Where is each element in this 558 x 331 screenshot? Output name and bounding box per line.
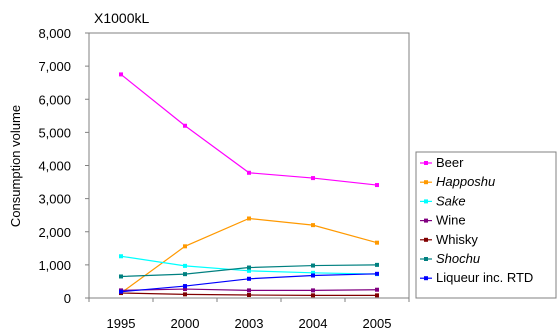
legend-item: Liqueur inc. RTD <box>420 270 533 285</box>
data-point <box>247 276 251 281</box>
legend-item: Sake <box>420 193 466 208</box>
x-tick-label: 1995 <box>107 316 136 331</box>
data-point <box>247 170 251 175</box>
y-tick-label: 2,000 <box>38 225 71 240</box>
y-tick-label: 1,000 <box>38 258 71 273</box>
legend-item: Beer <box>420 155 464 170</box>
data-point <box>183 244 187 249</box>
data-point <box>183 272 187 277</box>
legend-label: Sake <box>436 193 466 208</box>
legend: Beer Happoshu Sake Wine Whisky Shochu Liqueur … <box>415 151 557 299</box>
data-point <box>183 284 187 289</box>
x-tick-label: 2005 <box>363 316 392 331</box>
data-point <box>183 123 187 128</box>
data-point <box>247 265 251 270</box>
legend-item: Whisky <box>420 232 478 247</box>
y-tick-label: 7,000 <box>38 59 71 74</box>
legend-item: Shochu <box>420 251 480 266</box>
data-point <box>247 293 251 298</box>
data-point <box>183 292 187 297</box>
legend-label: Happoshu <box>436 174 495 189</box>
legend-marker <box>424 257 428 261</box>
series-line-happoshu <box>120 217 378 294</box>
series-layer <box>119 72 379 298</box>
data-point <box>247 216 251 221</box>
series-line-beer <box>120 73 378 186</box>
legend-marker <box>424 199 428 204</box>
data-point <box>375 262 379 267</box>
legend-label: Beer <box>436 155 464 170</box>
data-point <box>375 293 379 298</box>
series-shochu <box>119 262 379 279</box>
series-happoshu <box>119 216 379 296</box>
unit-label: X1000kL <box>94 10 149 26</box>
legend-label: Shochu <box>436 251 480 266</box>
x-axis: 1995 2000 2003 2004 2005 <box>88 298 410 331</box>
legend-item: Happoshu <box>420 174 495 189</box>
data-point <box>183 263 187 268</box>
data-point <box>119 274 123 279</box>
legend-marker <box>424 180 428 185</box>
legend-box <box>415 151 557 299</box>
legend-label: Wine <box>436 213 466 228</box>
y-tick-label: 4,000 <box>38 159 71 174</box>
data-point <box>183 287 187 292</box>
data-point <box>311 263 315 268</box>
data-point <box>247 288 251 293</box>
x-tick-label: 2000 <box>171 316 200 331</box>
data-point <box>311 288 315 293</box>
data-point <box>375 271 379 276</box>
legend-label: Whisky <box>436 232 478 247</box>
y-axis: 0 1,000 2,000 3,000 4,000 5,000 6,000 7,000 8,00… <box>38 26 89 306</box>
x-tick-label: 2003 <box>235 316 264 331</box>
y-tick-label: 8,000 <box>38 26 71 41</box>
legend-item: Wine <box>420 213 466 228</box>
x-tick-label: 2004 <box>299 316 328 331</box>
data-point <box>311 293 315 298</box>
legend-marker <box>424 276 428 281</box>
legend-marker <box>424 237 428 242</box>
data-point <box>311 270 315 275</box>
y-axis-label: Consumption volume <box>8 105 23 227</box>
data-point <box>119 254 123 259</box>
data-point <box>375 240 379 245</box>
data-point <box>247 268 251 273</box>
data-point <box>119 289 123 294</box>
legend-marker <box>424 218 428 223</box>
y-tick-label: 3,000 <box>38 192 71 207</box>
y-tick-label: 0 <box>64 291 71 306</box>
data-point <box>311 223 315 228</box>
data-point <box>311 176 315 181</box>
data-point <box>375 287 379 292</box>
data-point <box>119 72 123 77</box>
y-tick-label: 6,000 <box>38 92 71 107</box>
series-liqueur-inc-rtd <box>119 271 379 294</box>
legend-marker <box>424 161 428 165</box>
legend-label: Liqueur inc. RTD <box>436 270 533 285</box>
data-point <box>375 183 379 188</box>
series-beer <box>119 72 379 188</box>
data-point <box>311 273 315 278</box>
y-tick-label: 5,000 <box>38 125 71 140</box>
